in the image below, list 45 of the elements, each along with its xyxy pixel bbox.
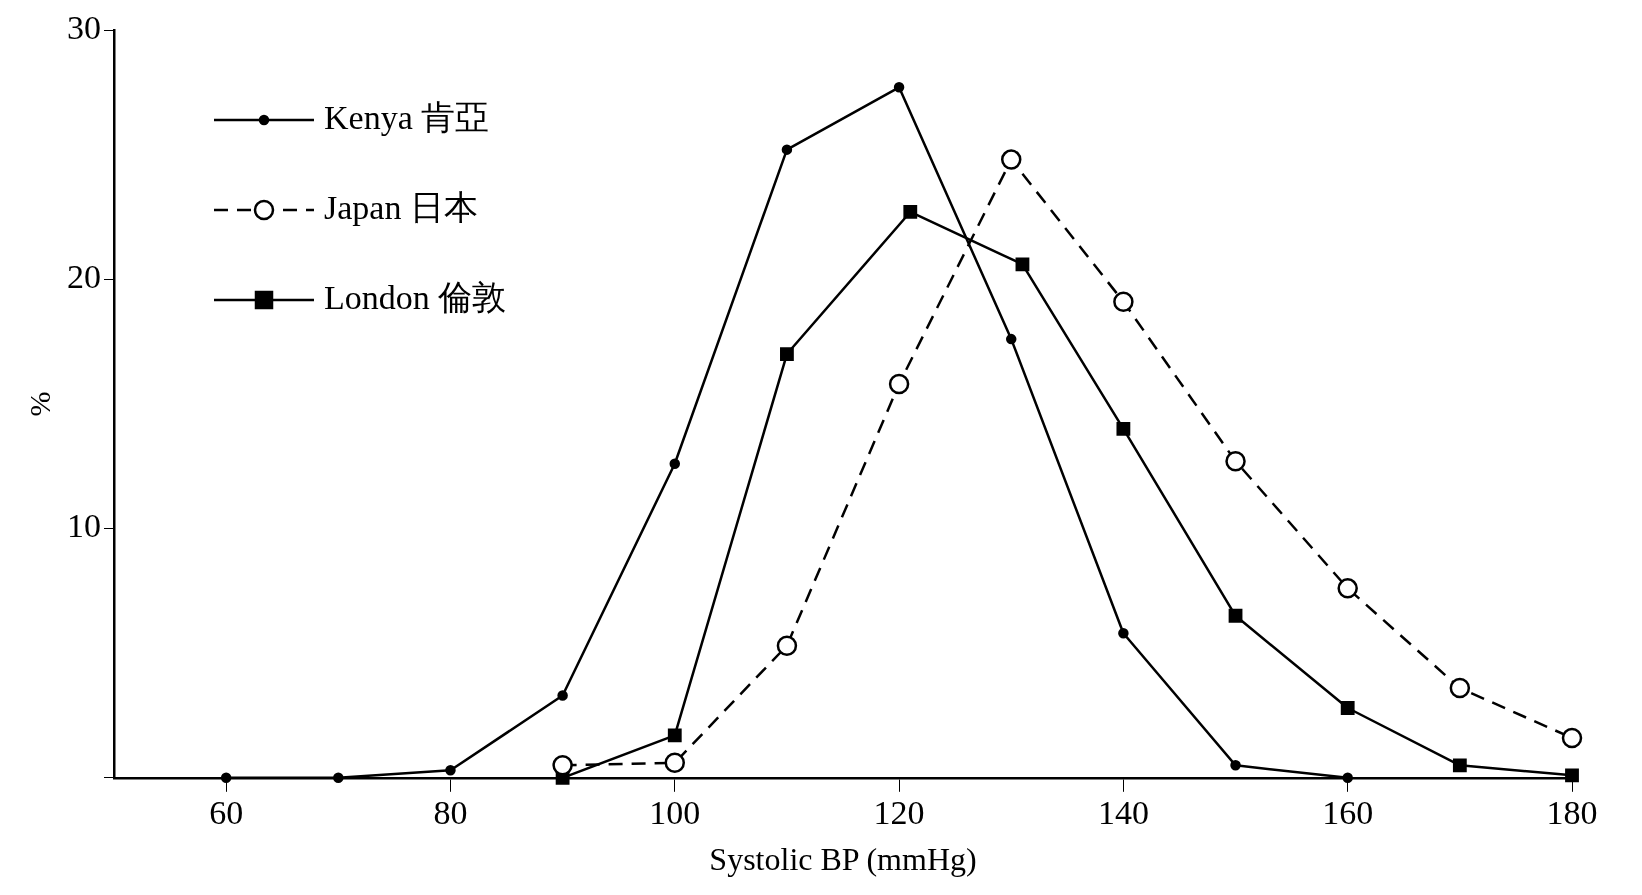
point	[1116, 421, 1131, 436]
point	[1561, 727, 1583, 749]
legend-label: London 倫敦	[324, 278, 507, 316]
point	[1000, 149, 1022, 170]
point	[1015, 257, 1030, 272]
point	[1230, 760, 1241, 771]
point	[1005, 333, 1017, 345]
y-tick-label: 30	[67, 8, 101, 46]
point	[781, 144, 793, 155]
x-tick-label: 80	[433, 794, 468, 832]
point	[1225, 450, 1246, 472]
legend-label: Japan 日本	[324, 188, 478, 226]
point	[1340, 701, 1355, 715]
point	[664, 752, 686, 774]
y-tick-label: 20	[67, 258, 101, 296]
point	[1565, 768, 1579, 783]
legend-label: Kenya 肯亞	[324, 98, 490, 136]
point	[780, 347, 794, 361]
point	[1342, 772, 1353, 784]
point	[893, 82, 905, 93]
point	[333, 772, 344, 784]
point	[903, 205, 918, 219]
point	[1228, 608, 1243, 623]
point	[667, 728, 682, 743]
point	[220, 772, 232, 784]
point	[1113, 291, 1134, 312]
y-axis-title: %	[22, 391, 56, 417]
point	[552, 755, 573, 776]
point	[1449, 677, 1471, 699]
point	[1118, 627, 1129, 639]
point	[888, 373, 910, 395]
point	[557, 690, 568, 701]
x-tick-label: 100	[649, 794, 701, 832]
point	[669, 458, 681, 469]
x-tick-label: 160	[1322, 794, 1374, 832]
x-tick-label: 180	[1546, 794, 1598, 832]
x-tick-label: 140	[1097, 794, 1149, 832]
point	[1452, 758, 1467, 773]
point	[1337, 578, 1358, 599]
x-axis-title: Systolic BP (mmHg)	[709, 841, 977, 878]
point	[776, 635, 798, 656]
point	[445, 765, 456, 776]
y-tick-label: 10	[67, 507, 101, 545]
x-tick-label: 120	[873, 794, 925, 832]
x-tick-label: 60	[209, 794, 244, 832]
